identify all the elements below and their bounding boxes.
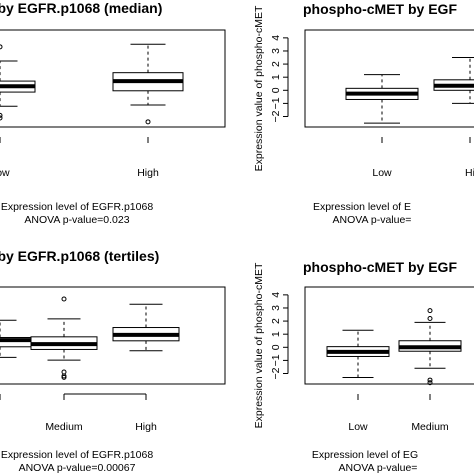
- chart-title: T by EGFR.p1068 (tertiles): [0, 248, 159, 264]
- x-axis-label: Expression level of EGFR.p1068: [1, 201, 153, 213]
- outlier-point: [145, 119, 151, 125]
- x-tick-label: High: [135, 421, 157, 433]
- panel-3: T by EGFR.p1068 (tertiles) Medium High Expr…: [0, 248, 226, 474]
- outlier-point: [427, 315, 433, 321]
- y-tick-label: 0: [270, 344, 282, 350]
- x-tick-label: Medium: [45, 421, 83, 433]
- anova-caption: ANOVA p-value=0.023: [24, 214, 129, 226]
- y-tick-label: −1: [270, 354, 282, 366]
- y-tick-label: 0: [270, 87, 282, 93]
- box-2: [112, 43, 184, 125]
- outlier-point: [0, 112, 3, 118]
- box-1: [0, 44, 36, 121]
- plot-frame: [0, 29, 226, 128]
- box-2: [398, 308, 462, 386]
- x-tick-label: Low: [348, 421, 368, 433]
- anova-caption: ANOVA p-value=: [333, 214, 412, 226]
- y-tick-label: 1: [270, 331, 282, 337]
- box-3: [112, 303, 180, 352]
- panel-2: phospho-cMET by EGF −2−1 0 1 2 3 4 Expression v…: [253, 1, 474, 226]
- y-tick-label: 3: [270, 305, 282, 311]
- y-tick-label: 2: [270, 61, 282, 67]
- box-1: [0, 319, 34, 358]
- y-tick-label: −1: [270, 97, 282, 109]
- x-tick-label: High: [137, 167, 159, 179]
- outlier-point: [427, 308, 433, 314]
- panel-4: phospho-cMET by EGF −2−1 0 1 2 3 4 Expression v…: [253, 259, 474, 474]
- x-tick-label: Medium: [411, 421, 449, 433]
- panel-1: T by EGFR.p1068 (median) Low High Expressio…: [0, 0, 226, 226]
- box-2: [30, 296, 98, 380]
- y-tick-label: 4: [270, 35, 282, 41]
- chart-title: T by EGFR.p1068 (median): [0, 0, 162, 16]
- anova-caption: ANOVA p-value=: [339, 462, 418, 474]
- x-axis-label: Expression level of EGFR.p1068: [1, 449, 153, 461]
- plot-frame: [0, 286, 226, 385]
- y-tick-label: 1: [270, 74, 282, 80]
- y-axis-label: Expression value of phospho-cMET: [253, 262, 265, 428]
- x-axis-label: Expression level of EG: [312, 449, 418, 461]
- y-tick-label: 2: [270, 318, 282, 324]
- anova-caption: ANOVA p-value=0.00067: [19, 462, 136, 474]
- box-1: [326, 329, 390, 378]
- plot-frame: [304, 29, 474, 128]
- y-tick-label: 4: [270, 292, 282, 298]
- x-axis-label: Expression level of E: [313, 201, 411, 213]
- y-axis-label: Expression value of phospho-cMET: [253, 5, 265, 171]
- outlier-point: [61, 296, 67, 302]
- x-tick-label: Low: [372, 167, 392, 179]
- y-tick-label: 3: [270, 48, 282, 54]
- box-1: [345, 74, 419, 124]
- outlier-point: [0, 44, 3, 50]
- outlier-point: [427, 377, 433, 383]
- outlier-point: [427, 380, 433, 386]
- outlier-point: [0, 115, 3, 121]
- y-tick-label: −2: [270, 110, 282, 122]
- y-tick-label: −2: [270, 367, 282, 379]
- plot-frame: [304, 286, 474, 385]
- box-2: [433, 57, 474, 104]
- x-tick-label: Hi: [465, 167, 474, 179]
- outlier-point: [61, 369, 67, 375]
- outlier-point: [61, 374, 67, 380]
- chart-title: phospho-cMET by EGF: [303, 259, 457, 275]
- chart-title: phospho-cMET by EGF: [303, 1, 457, 17]
- x-tick-label: Low: [0, 167, 10, 179]
